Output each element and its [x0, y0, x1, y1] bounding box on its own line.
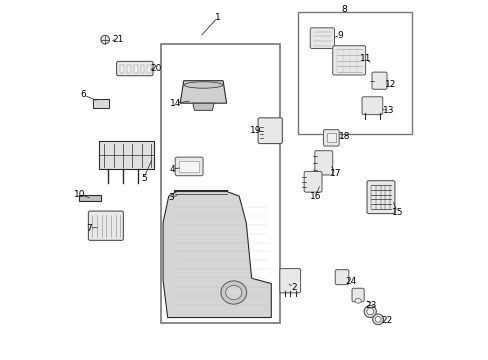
- FancyBboxPatch shape: [127, 65, 131, 73]
- FancyBboxPatch shape: [175, 157, 203, 176]
- FancyBboxPatch shape: [258, 118, 282, 144]
- FancyBboxPatch shape: [351, 288, 364, 302]
- Ellipse shape: [374, 316, 380, 322]
- Text: 24: 24: [345, 277, 356, 286]
- FancyBboxPatch shape: [79, 195, 101, 201]
- Ellipse shape: [364, 305, 376, 318]
- Text: 4: 4: [169, 165, 175, 174]
- FancyBboxPatch shape: [147, 65, 151, 73]
- Ellipse shape: [101, 35, 109, 44]
- Text: 6: 6: [81, 90, 86, 99]
- Polygon shape: [180, 81, 226, 103]
- Ellipse shape: [184, 82, 222, 88]
- Ellipse shape: [354, 298, 361, 303]
- Text: 20: 20: [150, 64, 161, 73]
- FancyBboxPatch shape: [326, 133, 335, 143]
- FancyBboxPatch shape: [304, 171, 322, 192]
- Text: 8: 8: [340, 5, 346, 14]
- Text: 12: 12: [385, 80, 396, 89]
- Text: 10: 10: [74, 190, 85, 199]
- Text: 9: 9: [337, 31, 343, 40]
- FancyBboxPatch shape: [279, 269, 300, 293]
- Text: 1: 1: [214, 13, 220, 22]
- Text: 17: 17: [329, 169, 341, 178]
- FancyBboxPatch shape: [335, 270, 348, 285]
- Text: 14: 14: [170, 99, 181, 108]
- FancyBboxPatch shape: [140, 65, 144, 73]
- Ellipse shape: [225, 285, 242, 300]
- Text: 22: 22: [380, 315, 391, 324]
- FancyBboxPatch shape: [179, 161, 199, 172]
- FancyBboxPatch shape: [309, 28, 334, 49]
- FancyBboxPatch shape: [323, 130, 339, 146]
- FancyBboxPatch shape: [134, 65, 138, 73]
- Text: 2: 2: [290, 283, 296, 292]
- FancyBboxPatch shape: [361, 97, 382, 114]
- Text: 16: 16: [309, 192, 320, 201]
- FancyBboxPatch shape: [116, 62, 153, 76]
- FancyBboxPatch shape: [93, 99, 109, 108]
- Text: 23: 23: [365, 301, 376, 310]
- Text: 13: 13: [383, 106, 394, 115]
- Ellipse shape: [366, 308, 373, 315]
- FancyBboxPatch shape: [366, 181, 394, 213]
- Text: 15: 15: [391, 208, 402, 217]
- Polygon shape: [192, 103, 214, 111]
- Polygon shape: [163, 192, 271, 318]
- Text: 3: 3: [168, 193, 174, 202]
- Text: 5: 5: [141, 174, 146, 183]
- FancyBboxPatch shape: [314, 151, 332, 175]
- FancyBboxPatch shape: [332, 46, 365, 75]
- FancyBboxPatch shape: [120, 65, 124, 73]
- Text: 11: 11: [359, 54, 370, 63]
- Text: 18: 18: [338, 132, 349, 141]
- Text: 19: 19: [250, 126, 261, 135]
- Text: 7: 7: [86, 224, 92, 233]
- FancyBboxPatch shape: [99, 141, 154, 169]
- Ellipse shape: [372, 314, 383, 325]
- FancyBboxPatch shape: [88, 211, 123, 240]
- Ellipse shape: [221, 281, 246, 304]
- FancyBboxPatch shape: [371, 72, 386, 89]
- Text: 21: 21: [112, 35, 123, 44]
